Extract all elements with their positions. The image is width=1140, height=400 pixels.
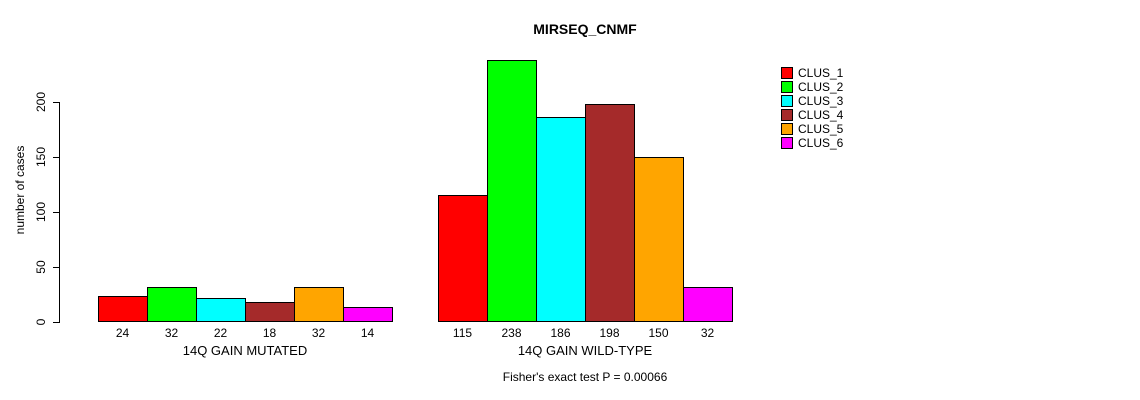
legend-item: CLUS_2 xyxy=(781,80,843,94)
y-axis-tick xyxy=(53,212,59,213)
legend-swatch-clus_2 xyxy=(781,81,793,93)
y-axis-tick xyxy=(53,157,59,158)
legend-item: CLUS_6 xyxy=(781,136,843,150)
bar-value-label: 238 xyxy=(501,326,522,340)
bar-value-label: 32 xyxy=(164,326,179,340)
chart-title: MIRSEQ_CNMF xyxy=(533,21,637,37)
legend-label: CLUS_1 xyxy=(798,66,844,80)
bar-clus_2 xyxy=(487,60,537,322)
bar-value-label: 22 xyxy=(213,326,228,340)
legend-item: CLUS_4 xyxy=(781,108,843,122)
caption: Fisher's exact test P = 0.00066 xyxy=(502,370,668,384)
y-axis-tick xyxy=(53,102,59,103)
legend-swatch-clus_3 xyxy=(781,95,793,107)
bar-clus_3 xyxy=(536,117,586,322)
legend-label: CLUS_4 xyxy=(798,108,844,122)
bar-clus_1 xyxy=(438,195,488,322)
y-axis-tick-label: 200 xyxy=(34,91,48,113)
bar-value-label: 32 xyxy=(311,326,326,340)
y-axis-line xyxy=(59,102,60,323)
bar-value-label: 18 xyxy=(262,326,277,340)
bar-value-label: 186 xyxy=(550,326,571,340)
y-axis-tick-label: 0 xyxy=(34,318,48,326)
bar-clus_6 xyxy=(683,287,733,322)
bar-clus_5 xyxy=(294,287,344,322)
bar-value-label: 24 xyxy=(115,326,130,340)
y-axis-tick-label: 150 xyxy=(34,146,48,168)
legend-item: CLUS_5 xyxy=(781,122,843,136)
bar-value-label: 14 xyxy=(360,326,375,340)
bar-clus_4 xyxy=(585,104,635,322)
legend-swatch-clus_4 xyxy=(781,109,793,121)
bar-clus_1 xyxy=(98,296,148,322)
bar-clus_6 xyxy=(343,307,393,322)
legend-swatch-clus_1 xyxy=(781,67,793,79)
legend-label: CLUS_2 xyxy=(798,80,844,94)
bar-clus_2 xyxy=(147,287,197,322)
y-axis-label: number of cases xyxy=(13,145,27,235)
y-axis-tick xyxy=(53,267,59,268)
legend-item: CLUS_3 xyxy=(781,94,843,108)
bar-value-label: 150 xyxy=(648,326,669,340)
legend: CLUS_1 CLUS_2 CLUS_3 CLUS_4 CLUS_5 CLUS_6 xyxy=(781,66,843,150)
bar-clus_5 xyxy=(634,157,684,322)
y-axis-tick-label: 100 xyxy=(34,201,48,223)
bar-value-label: 198 xyxy=(599,326,620,340)
y-axis-tick-label: 50 xyxy=(34,260,48,274)
legend-item: CLUS_1 xyxy=(781,66,843,80)
x-group-label: 14Q GAIN WILD-TYPE xyxy=(517,343,653,358)
legend-label: CLUS_6 xyxy=(798,136,844,150)
legend-label: CLUS_5 xyxy=(798,122,844,136)
legend-label: CLUS_3 xyxy=(798,94,844,108)
y-axis-tick xyxy=(53,322,59,323)
x-group-label: 14Q GAIN MUTATED xyxy=(182,343,308,358)
bar-clus_4 xyxy=(245,302,295,322)
legend-swatch-clus_6 xyxy=(781,137,793,149)
bar-value-label: 115 xyxy=(452,326,473,340)
bar-value-label: 32 xyxy=(700,326,715,340)
legend-swatch-clus_5 xyxy=(781,123,793,135)
bar-clus_3 xyxy=(196,298,246,322)
